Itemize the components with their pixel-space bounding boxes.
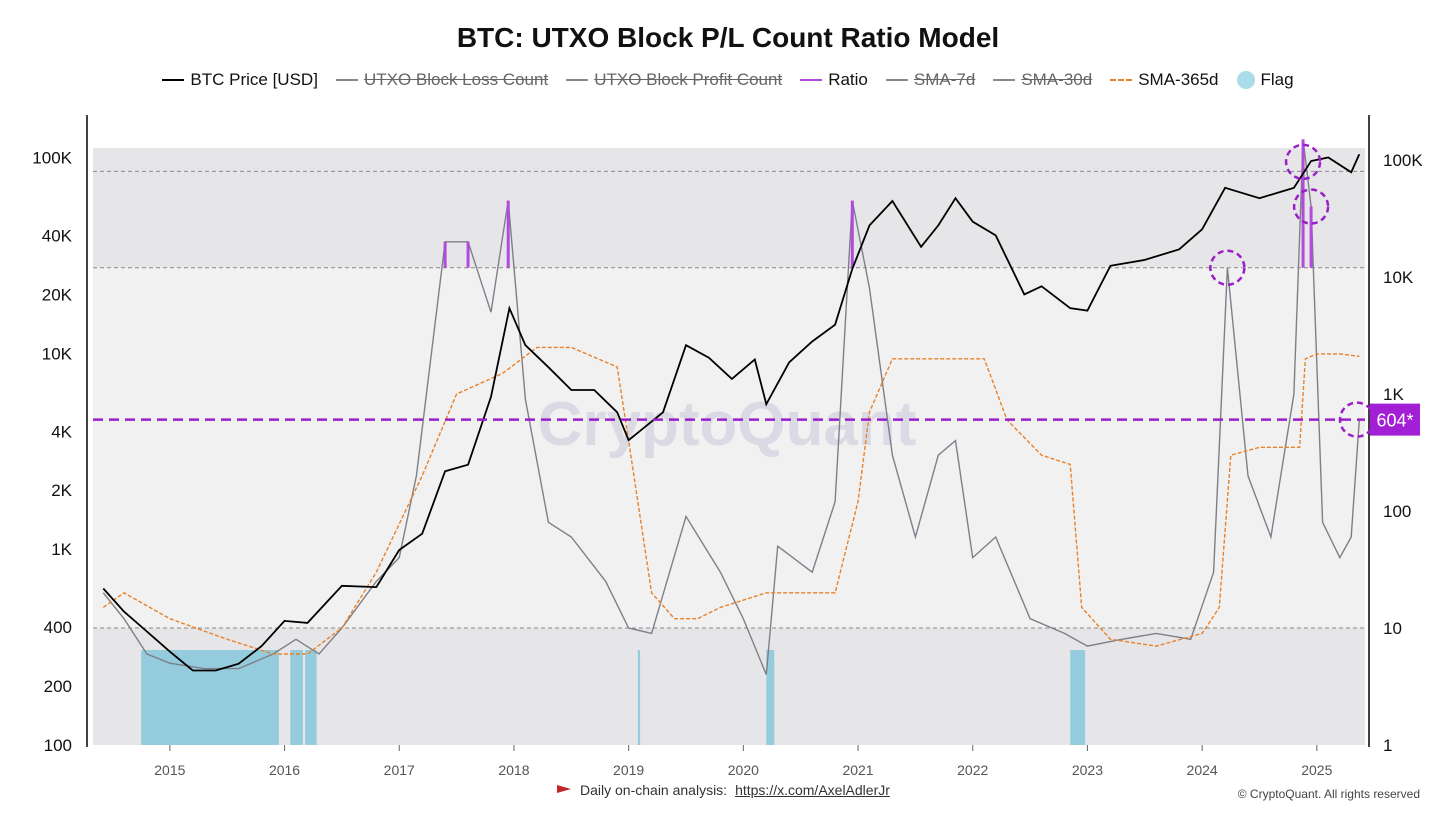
band-upper bbox=[93, 171, 1365, 268]
flag-bar bbox=[766, 650, 775, 745]
band-top bbox=[93, 148, 1365, 172]
watermark: CryptoQuant bbox=[538, 390, 917, 459]
chart-legend: BTC Price [USD] UTXO Block Loss Count UTXO… bbox=[0, 70, 1456, 90]
left-axis-tick-label: 100 bbox=[44, 736, 72, 755]
highlight-circle bbox=[1292, 188, 1330, 225]
threshold-badge-label: 604* bbox=[1376, 411, 1413, 431]
x-axis-tick-label: 2025 bbox=[1301, 762, 1332, 778]
left-axis-tick-label: 4K bbox=[51, 422, 72, 441]
highlight-circle bbox=[1284, 143, 1322, 181]
legend-label: SMA-7d bbox=[913, 70, 976, 89]
legend-item[interactable]: UTXO Block Profit Count bbox=[566, 70, 782, 90]
x-axis-tick-label: 2019 bbox=[613, 762, 644, 778]
legend-item[interactable]: Flag bbox=[1236, 70, 1294, 90]
legend-swatch-line bbox=[993, 79, 1016, 81]
left-axis-tick-label: 1K bbox=[51, 540, 72, 559]
series-lines bbox=[93, 139, 1365, 675]
legend-label: UTXO Block Loss Count bbox=[363, 70, 549, 89]
legend-item[interactable]: SMA-30d bbox=[993, 70, 1092, 90]
threshold-badge: 604* bbox=[1370, 403, 1420, 436]
btc-price-line bbox=[102, 153, 1361, 672]
right-axis-tick-label: 1K bbox=[1383, 385, 1404, 404]
left-axis-tick-label: 2K bbox=[51, 481, 72, 500]
legend-item[interactable]: BTC Price [USD] bbox=[162, 70, 318, 90]
red-flag-icon bbox=[557, 785, 571, 793]
x-axis-tick-label: 2016 bbox=[269, 762, 300, 778]
legend-swatch-line bbox=[162, 79, 185, 81]
right-axis-tick-label: 100 bbox=[1383, 502, 1411, 521]
legend-swatch-dashed bbox=[1110, 79, 1133, 81]
x-axis-tick-label: 2018 bbox=[498, 762, 529, 778]
left-axis-tick-label: 100K bbox=[32, 149, 72, 168]
legend-swatch-line bbox=[885, 79, 908, 81]
x-axis-tick-label: 2024 bbox=[1187, 762, 1218, 778]
flag-bar bbox=[141, 650, 279, 745]
axes: 100K 40K 20K 10K 4K 2K 1K 400 200 100 100K 10K 1K 100… bbox=[32, 115, 1423, 778]
legend-swatch-line bbox=[335, 79, 358, 81]
band-lower bbox=[93, 628, 1365, 745]
left-axis-tick-label: 400 bbox=[44, 618, 72, 637]
x-axis-tick-label: 2015 bbox=[154, 762, 185, 778]
annotations: 604* bbox=[1209, 143, 1420, 438]
left-axis-tick-label: 10K bbox=[42, 344, 73, 363]
footer: Daily on-chain analysis: https://x.com/A… bbox=[556, 782, 890, 798]
x-axis-tick-label: 2023 bbox=[1072, 762, 1103, 778]
x-axis-tick-label: 2022 bbox=[957, 762, 988, 778]
legend-label: Flag bbox=[1260, 70, 1294, 89]
footer-text: Daily on-chain analysis: bbox=[580, 782, 728, 798]
right-axis-tick-label: 10K bbox=[1383, 268, 1414, 287]
background-bands bbox=[93, 148, 1365, 745]
right-axis-tick-label: 100K bbox=[1383, 151, 1423, 170]
flag-bars bbox=[141, 650, 1086, 745]
band-middle bbox=[93, 267, 1365, 628]
left-axis-tick-label: 20K bbox=[42, 285, 73, 304]
legend-item[interactable]: SMA-7d bbox=[885, 70, 976, 90]
flag-bar bbox=[290, 650, 303, 745]
left-axis-tick-label: 40K bbox=[42, 226, 73, 245]
right-axis-tick-label: 1 bbox=[1383, 736, 1392, 755]
right-axis-tick-label: 10 bbox=[1383, 619, 1402, 638]
legend-swatch-line bbox=[566, 79, 589, 81]
copyright: © CryptoQuant. All rights reserved bbox=[1237, 787, 1420, 801]
legend-item[interactable]: Ratio bbox=[800, 70, 868, 90]
x-axis-tick-label: 2020 bbox=[728, 762, 759, 778]
x-axis-tick-label: 2017 bbox=[384, 762, 415, 778]
legend-label: Ratio bbox=[828, 70, 868, 89]
left-axis-tick-label: 200 bbox=[44, 677, 72, 696]
highlight-circle bbox=[1209, 249, 1246, 286]
legend-swatch-dot bbox=[1236, 71, 1255, 89]
legend-label: BTC Price [USD] bbox=[190, 70, 318, 89]
chart-title: BTC: UTXO Block P/L Count Ratio Model bbox=[456, 22, 1000, 53]
legend-label: SMA-30d bbox=[1021, 70, 1093, 89]
footer-link[interactable]: https://x.com/AxelAdlerJr bbox=[735, 782, 890, 798]
legend-item[interactable]: UTXO Block Loss Count bbox=[335, 70, 549, 90]
flag-bar bbox=[305, 650, 317, 745]
legend-label: UTXO Block Profit Count bbox=[594, 70, 783, 89]
flag-bar bbox=[1070, 650, 1086, 745]
flag-bar bbox=[637, 650, 641, 745]
legend-label: SMA-365d bbox=[1138, 70, 1219, 89]
legend-item[interactable]: SMA-365d bbox=[1110, 70, 1219, 90]
sma-365d-line bbox=[102, 346, 1360, 655]
legend-swatch-line bbox=[800, 79, 823, 81]
x-axis-tick-label: 2021 bbox=[842, 762, 873, 778]
threshold-badge-bg bbox=[1370, 403, 1420, 436]
